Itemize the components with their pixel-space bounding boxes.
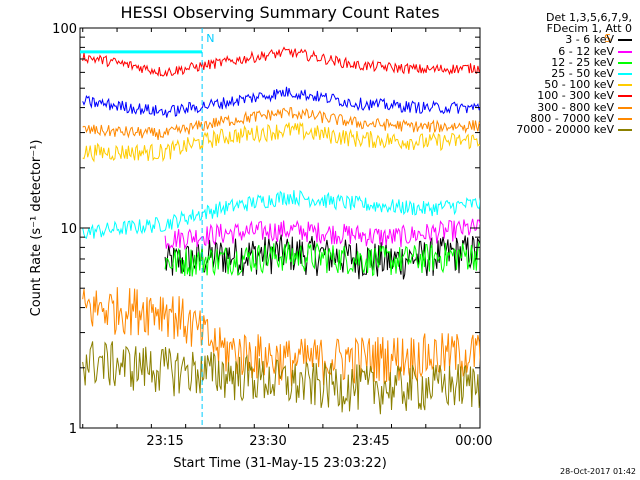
series-line-6-to-12kev: [164, 218, 480, 251]
legend-header-line-1: Det 1,3,5,6,7,9,: [545, 11, 632, 24]
y-tick-label: 10: [60, 222, 77, 237]
legend-label: 50 - 100 keV: [544, 78, 614, 92]
series-line-300-to-800kev: [82, 107, 480, 140]
legend-swatch: [618, 95, 632, 98]
x-tick-label: 23:15: [146, 434, 183, 449]
legend-header-line-2: FDecim 1, Att 0: [546, 22, 632, 36]
series-line-25-to-50kev: [82, 189, 480, 240]
timestamp: 28-Oct-2017 01:42: [560, 467, 636, 476]
series-line-800-to-7000kev: [82, 287, 480, 387]
legend-swatch: [618, 117, 632, 120]
annotation-n: N: [206, 32, 214, 45]
legend-item: 800 - 7000 keV: [482, 113, 632, 124]
y-axis: 1 10 100: [52, 22, 480, 437]
legend-item: 25 - 50 keV: [482, 68, 632, 79]
legend-swatch: [618, 39, 632, 42]
legend-label: 100 - 300 keV: [537, 89, 614, 103]
legend-swatch: [618, 84, 632, 87]
series-line-50-to-100kev: [82, 121, 480, 163]
legend-item: 7000 - 20000 keV: [482, 124, 632, 135]
series-line-7000-to-20000kev: [82, 341, 480, 415]
legend-label: 800 - 7000 keV: [530, 111, 614, 125]
y-tick-label: 100: [52, 22, 77, 37]
legend-swatch: [618, 129, 632, 132]
legend-swatch: [618, 73, 632, 76]
legend-item: 50 - 100 keV: [482, 79, 632, 90]
legend-swatch: [618, 50, 632, 53]
x-tick-label: 23:45: [352, 434, 389, 449]
legend-label: 300 - 800 keV: [537, 100, 614, 114]
y-tick-label: 1: [69, 422, 77, 437]
series-line-100-to-300kev: [82, 46, 480, 77]
annotation-s: S: [604, 32, 611, 45]
legend-swatch: [618, 61, 632, 64]
series-line-extra-0: [82, 86, 480, 118]
chart-title: HESSI Observing Summary Count Rates: [120, 3, 439, 22]
legend-item: 3 - 6 keV: [482, 33, 632, 47]
legend-item: 12 - 25 keV: [482, 57, 632, 68]
x-axis-label: Start Time (31-May-15 23:03:22): [173, 456, 387, 471]
legend-item: 100 - 300 keV: [482, 89, 632, 103]
x-axis: 23:15 23:30 23:45 00:00: [82, 28, 493, 449]
legend-label: 25 - 50 keV: [551, 67, 614, 81]
legend-item: 6 - 12 keV: [482, 46, 632, 57]
legend-label: 3 - 6 keV: [565, 33, 614, 47]
legend-item: 300 - 800 keV: [482, 102, 632, 113]
legend: Det 1,3,5,6,7,9, FDecim 1, Att 0 3 - 6 k…: [482, 12, 632, 135]
x-tick-label: 00:00: [455, 434, 492, 449]
series-line-12-to-25kev: [164, 241, 480, 277]
legend-label: 6 - 12 keV: [558, 44, 614, 58]
legend-swatch: [618, 106, 632, 109]
x-tick-label: 23:30: [249, 434, 286, 449]
legend-label: 7000 - 20000 keV: [516, 123, 614, 137]
legend-label: 12 - 25 keV: [551, 55, 614, 69]
y-axis-label: Count Rate (s⁻¹ detector⁻¹): [29, 140, 44, 317]
series-line-3-to-6kev: [164, 234, 480, 280]
